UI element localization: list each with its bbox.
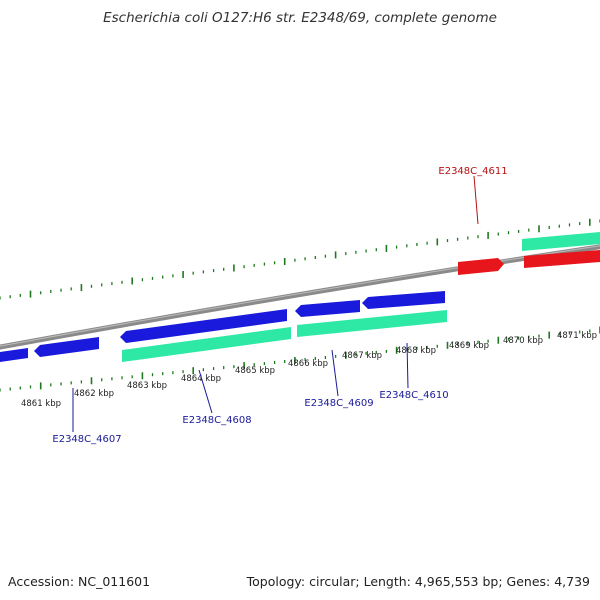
tick-label: 4866 kbp bbox=[288, 359, 328, 369]
genome-backbone bbox=[0, 244, 600, 350]
genome-summary-text: Topology: circular; Length: 4,965,553 bp… bbox=[246, 574, 590, 589]
leader-e2348c-4608 bbox=[198, 369, 213, 414]
outer-ticks bbox=[0, 218, 600, 300]
gene-label-e2348c-4608[interactable]: E2348C_4608 bbox=[182, 415, 251, 426]
tick-label: 4869 kbp bbox=[449, 341, 489, 351]
gene-label-e2348c-4607[interactable]: E2348C_4607 bbox=[52, 434, 121, 445]
features bbox=[0, 232, 600, 362]
backbone-highlight bbox=[0, 245, 600, 347]
backbone-line bbox=[0, 244, 600, 350]
leader-e2348c-4609 bbox=[331, 349, 339, 397]
feature-e2348c-4610[interactable] bbox=[297, 310, 447, 337]
feature-reverse-b[interactable] bbox=[362, 291, 445, 309]
tick-label: 4861 kbp bbox=[21, 399, 61, 409]
gene-labels: E2348C_4607 E2348C_4608 E2348C_4609 E234… bbox=[52, 166, 507, 445]
tick-labels: 4861 kbp 4862 kbp 4863 kbp 4864 kbp 4865 kbp… bbox=[21, 331, 597, 409]
tick-label: 4867 kbp bbox=[342, 351, 382, 361]
gene-label-e2348c-4610[interactable]: E2348C_4610 bbox=[379, 390, 448, 401]
gene-label-e2348c-4609[interactable]: E2348C_4609 bbox=[304, 398, 373, 409]
feature-rna-b[interactable] bbox=[524, 250, 600, 268]
tick-label: 4871 kbp bbox=[557, 331, 597, 341]
tick-label: 4863 kbp bbox=[127, 381, 167, 391]
tick-label: 4865 kbp bbox=[235, 366, 275, 376]
leader-e2348c-4610 bbox=[406, 342, 409, 389]
map-title: Escherichia coli O127:H6 str. E2348/69, … bbox=[103, 10, 497, 26]
feature-e2348c-4609[interactable] bbox=[295, 300, 360, 317]
inner-ticks bbox=[0, 326, 600, 392]
feature-reverse-a[interactable] bbox=[0, 348, 28, 362]
genome-map: 4861 kbp 4862 kbp 4863 kbp 4864 kbp 4865 kbp… bbox=[0, 166, 600, 445]
feature-e2348c-4607[interactable] bbox=[34, 337, 99, 357]
leader-e2348c-4611 bbox=[473, 175, 479, 225]
tick-label: 4862 kbp bbox=[74, 389, 114, 399]
tick-label: 4868 kbp bbox=[396, 346, 436, 356]
accession-text: Accession: NC_011601 bbox=[8, 574, 151, 589]
feature-forward-a[interactable] bbox=[122, 327, 291, 362]
tick-label: 4864 kbp bbox=[181, 374, 221, 384]
feature-e2348c-4608[interactable] bbox=[120, 309, 287, 343]
gene-label-e2348c-4611[interactable]: E2348C_4611 bbox=[438, 166, 507, 177]
tick-label: 4870 kbp bbox=[503, 336, 543, 346]
gene-leader-lines bbox=[72, 175, 479, 432]
feature-e2348c-4611[interactable] bbox=[458, 258, 504, 275]
feature-forward-b[interactable] bbox=[522, 232, 600, 251]
